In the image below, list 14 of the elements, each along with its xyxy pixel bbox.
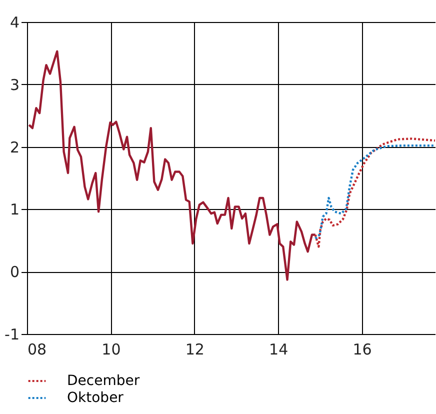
x-tick-label: 12 — [185, 340, 204, 358]
legend-label: Oktober — [67, 390, 124, 406]
y-tick-label: 0 — [10, 263, 20, 282]
y-tick-label: 1 — [10, 200, 20, 219]
y-tick-label: 4 — [10, 14, 20, 32]
y-tick-label: 2 — [10, 138, 20, 156]
y-tick-label: -1 — [4, 326, 20, 344]
x-tick-label: 10 — [102, 340, 121, 358]
line-series — [28, 50, 316, 281]
y-tick-label: 3 — [10, 76, 20, 94]
legend-label: December — [67, 373, 140, 389]
x-tick-label: 14 — [269, 340, 288, 358]
x-tick-label: 16 — [352, 340, 372, 358]
x-tick-label: 08 — [28, 340, 47, 358]
